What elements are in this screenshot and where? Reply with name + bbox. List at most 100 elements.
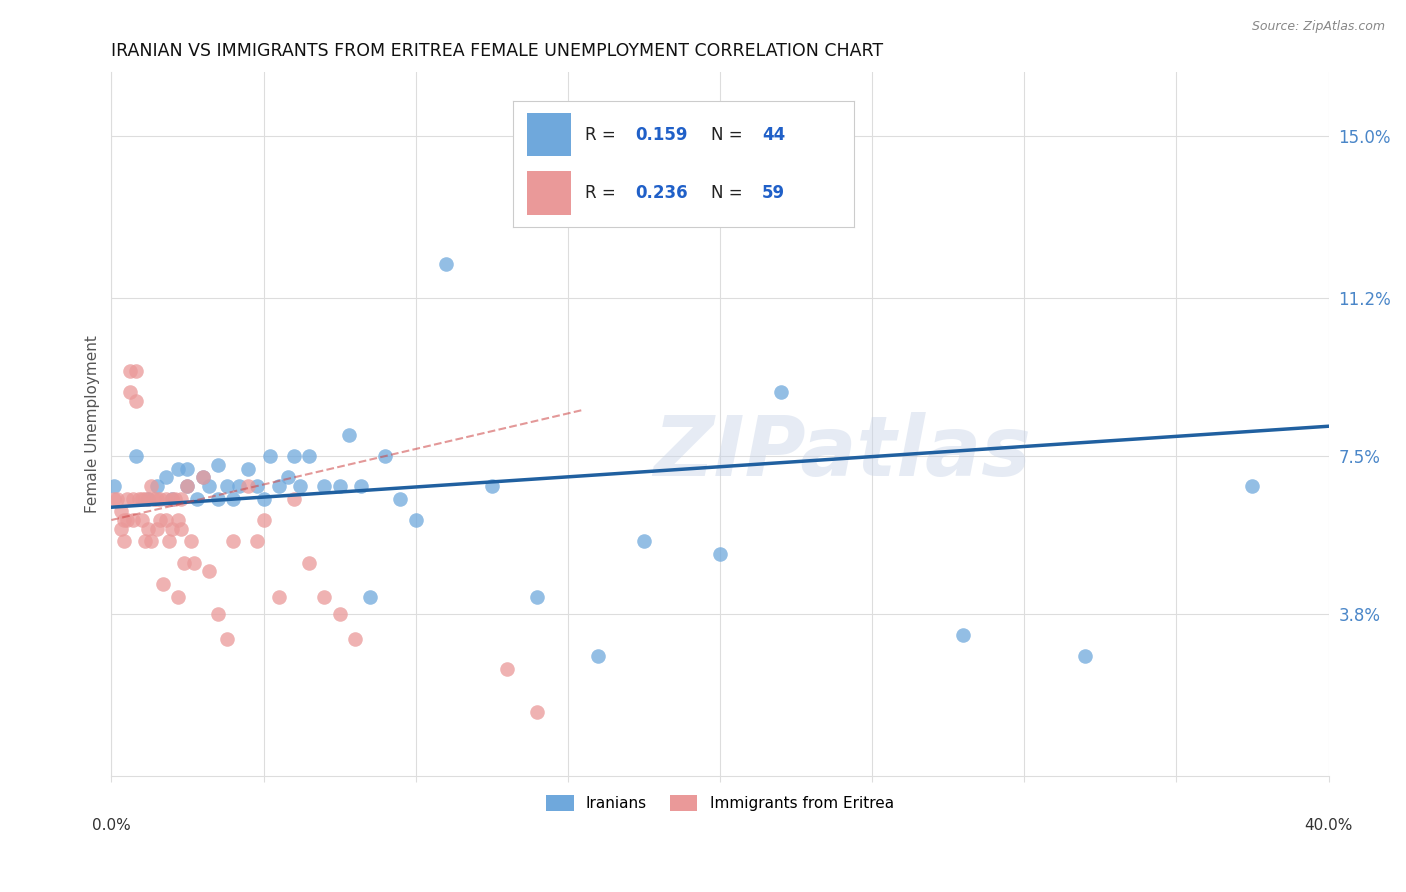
Point [769,385,792,400]
Point [337,427,360,442]
Point [176,479,198,493]
Point [146,522,169,536]
Point [136,522,159,536]
Point [139,534,162,549]
Point [288,479,311,493]
Point [1074,649,1097,664]
Point [136,491,159,506]
Point [389,491,412,506]
Point [107,491,129,506]
Point [434,257,457,271]
Point [155,491,177,506]
Point [952,628,974,642]
Point [167,462,190,476]
Point [222,534,245,549]
Point [136,491,159,506]
Point [173,556,195,570]
Point [152,577,174,591]
Point [709,547,731,561]
Point [267,590,290,604]
Point [167,513,190,527]
Point [252,491,274,506]
Point [128,491,150,506]
Point [246,534,269,549]
Point [103,479,125,493]
Point [112,534,135,549]
Point [277,470,299,484]
Point [526,705,548,719]
Point [110,522,132,536]
Point [207,458,229,472]
Point [197,564,219,578]
Point [131,491,153,506]
Point [374,449,396,463]
Point [115,513,138,527]
Point [183,556,205,570]
Point [238,479,260,493]
Text: Source: ZipAtlas.com: Source: ZipAtlas.com [1251,20,1385,33]
Text: 40.0%: 40.0% [1305,818,1353,833]
Point [125,449,148,463]
Point [405,513,427,527]
Point [329,607,352,621]
Point [496,662,519,676]
Point [170,522,193,536]
Point [197,479,219,493]
Point [155,470,177,484]
Point [633,534,655,549]
Point [186,491,208,506]
Point [165,491,187,506]
Point [267,479,290,493]
Point [350,479,373,493]
Point [162,491,184,506]
Point [176,462,198,476]
Point [314,479,336,493]
Point [259,449,281,463]
Text: ZIPatlas: ZIPatlas [652,412,1031,492]
Point [228,479,250,493]
Point [149,491,172,506]
Point [180,534,202,549]
Point [125,364,148,378]
Y-axis label: Female Unemployment: Female Unemployment [86,335,100,513]
Point [481,479,503,493]
Point [157,534,180,549]
Point [314,590,336,604]
Point [146,479,169,493]
Point [191,470,214,484]
Point [162,522,184,536]
Point [167,590,190,604]
Point [283,449,305,463]
Point [110,504,132,518]
Point [526,590,548,604]
Point [191,470,214,484]
Point [146,491,169,506]
Point [207,491,229,506]
Point [121,491,143,506]
Point [343,632,366,647]
Point [238,462,260,476]
Point [121,513,143,527]
Point [125,393,148,408]
Point [588,649,610,664]
Point [298,556,321,570]
Point [170,491,193,506]
Point [359,590,381,604]
Point [283,491,305,506]
Text: 0.0%: 0.0% [91,818,131,833]
Point [207,607,229,621]
Point [118,385,141,400]
Text: IRANIAN VS IMMIGRANTS FROM ERITREA FEMALE UNEMPLOYMENT CORRELATION CHART: IRANIAN VS IMMIGRANTS FROM ERITREA FEMAL… [111,42,883,60]
Point [1241,479,1264,493]
Point [298,449,321,463]
Point [112,513,135,527]
Point [246,479,269,493]
Legend: Iranians, Immigrants from Eritrea: Iranians, Immigrants from Eritrea [540,789,900,817]
Point [139,479,162,493]
Point [149,513,172,527]
Point [252,513,274,527]
Point [134,534,156,549]
Point [131,513,153,527]
Point [176,479,198,493]
Point [143,491,166,506]
